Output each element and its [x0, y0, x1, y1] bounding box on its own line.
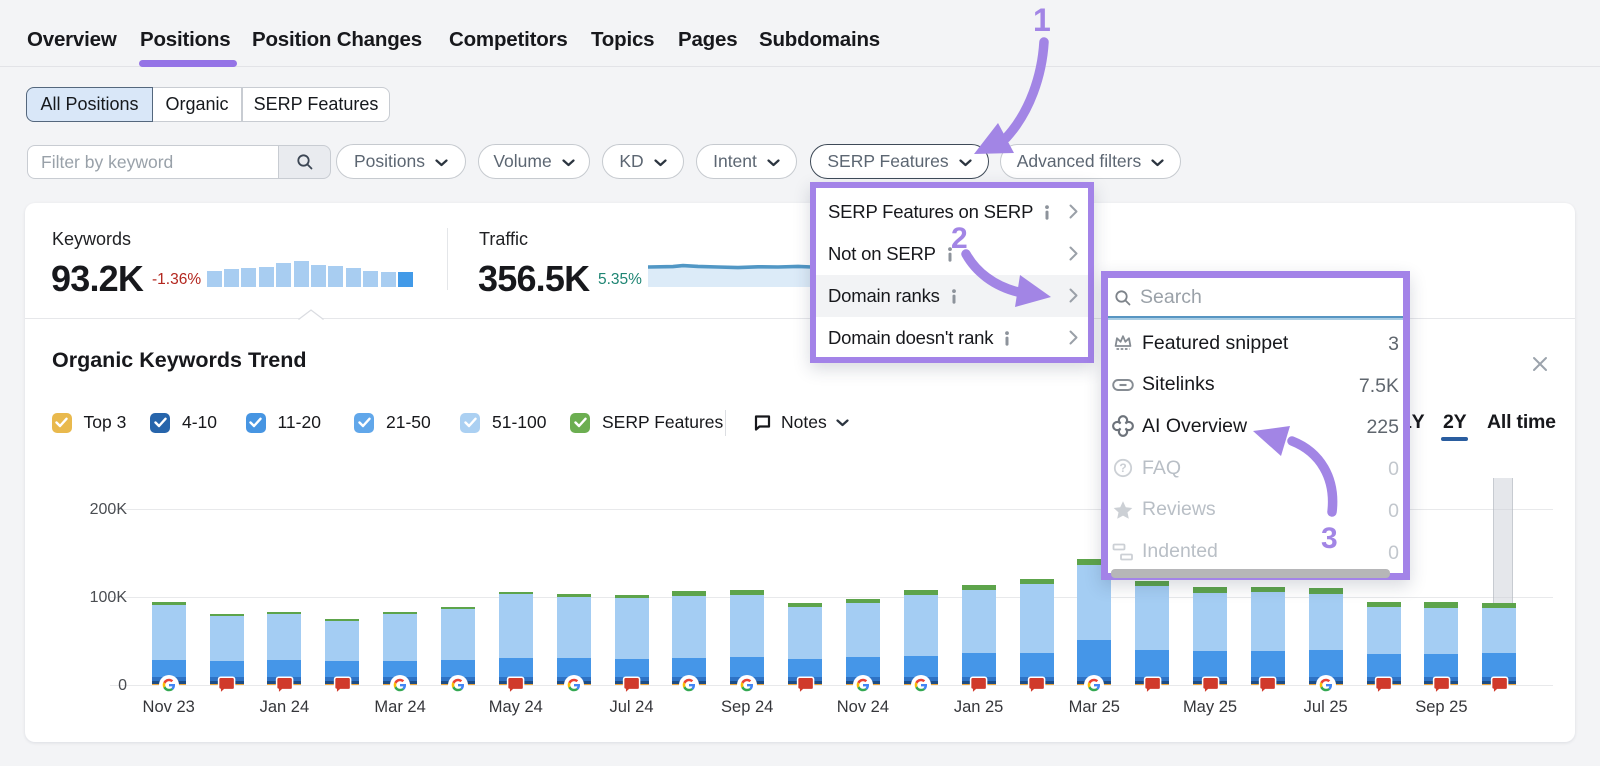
svg-text:1: 1: [1033, 2, 1051, 38]
svg-text:?: ?: [1119, 461, 1126, 475]
